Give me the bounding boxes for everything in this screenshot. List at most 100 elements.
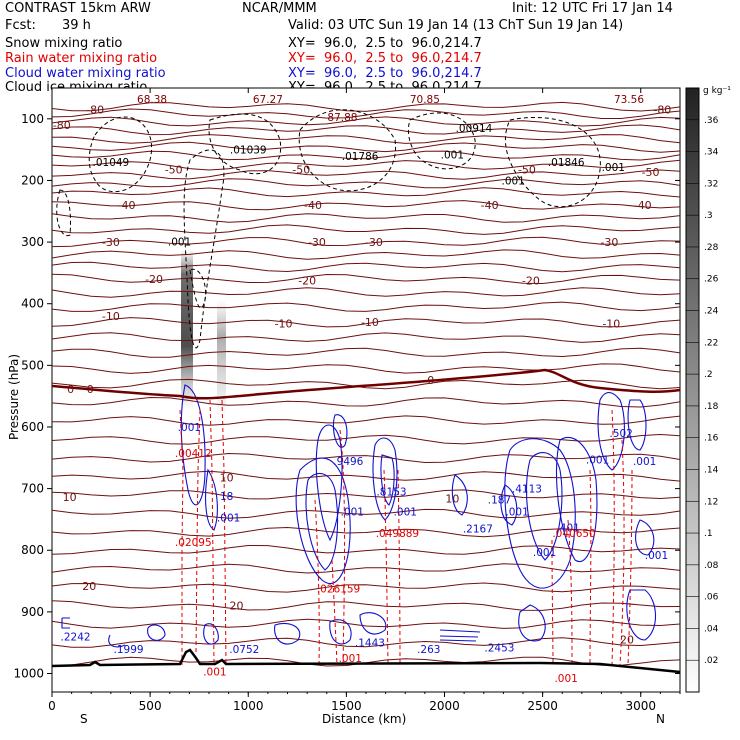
temperature-isotherm xyxy=(51,116,681,127)
cloud-water-contour xyxy=(597,391,625,471)
cloud-water-contour xyxy=(626,589,657,641)
contour-value-label: .401 xyxy=(556,522,579,534)
cloud-water-contour xyxy=(205,468,218,531)
cloud-ice-contour xyxy=(505,116,601,208)
temperature-isotherm xyxy=(51,169,681,180)
temperature-label: -30 xyxy=(600,236,618,249)
contour-value-label: .01846 xyxy=(548,157,585,169)
temperature-isotherm xyxy=(51,273,681,285)
cloud-water-contour xyxy=(295,457,351,585)
contour-value-label: .001 xyxy=(441,150,464,162)
rain-contour xyxy=(314,499,320,666)
temperature-isotherm xyxy=(51,582,681,593)
y-tick-label: 1000 xyxy=(13,667,44,681)
contour-value-label: .2167 xyxy=(463,524,493,536)
cloud-water-contour xyxy=(180,384,206,506)
temperature-isotherm xyxy=(51,563,681,574)
cloud-water-contour xyxy=(518,604,546,642)
snow-plume-secondary xyxy=(217,300,226,420)
cloud-water-contour xyxy=(274,622,301,645)
contour-value-label: .00412 xyxy=(175,448,212,460)
cloud-water-contour xyxy=(305,472,339,571)
temperature-isotherm xyxy=(51,378,681,390)
temperature-isotherm xyxy=(51,470,681,482)
rain-contour xyxy=(567,519,573,666)
contour-value-label: .040650 xyxy=(552,528,595,540)
temperature-isotherm xyxy=(51,332,681,343)
colorbar-tick-label: .18 xyxy=(704,402,719,412)
cloud-ice-contour xyxy=(298,109,397,192)
temperature-isotherm xyxy=(51,415,681,426)
colorbar-tick-label: .22 xyxy=(704,338,718,348)
temperature-label: -20 xyxy=(298,274,316,287)
temperature-label: -20 xyxy=(522,274,540,287)
cloud-ice-contour xyxy=(189,268,207,309)
contour-value-label: .502 xyxy=(609,428,632,440)
cloud-water-contour xyxy=(525,452,563,561)
colorbar-tick-label: .14 xyxy=(704,465,719,475)
cloud-ice-contours xyxy=(56,109,601,349)
colorbar-tick-label: .08 xyxy=(704,561,719,571)
temperature-isotherm xyxy=(51,124,681,136)
x-tick-label: 0 xyxy=(48,699,56,713)
contour-value-label: .001 xyxy=(586,455,609,467)
cloud-water-contour xyxy=(359,612,387,635)
rain-contour xyxy=(619,439,625,666)
temperature-isotherm xyxy=(51,159,681,171)
temperature-isotherm xyxy=(51,236,681,248)
cloud-water-contour xyxy=(61,617,70,629)
contour-value-label: .001 xyxy=(501,175,524,187)
colorbar-tick-label: .16 xyxy=(704,434,719,444)
rain-contour xyxy=(331,559,338,666)
temperature-isotherm xyxy=(51,363,681,374)
colorbar-tick-label: .32 xyxy=(704,179,718,189)
contour-value-label: .001 xyxy=(633,456,656,468)
y-tick-label: 900 xyxy=(21,605,44,619)
cloud-water-contour xyxy=(203,623,219,645)
colorbar-tick-label: .02 xyxy=(704,656,718,666)
cloud-water-contour xyxy=(451,474,468,516)
temperature-label: -10 xyxy=(602,317,620,330)
contour-value-label: .001 xyxy=(168,236,191,248)
contour-value-label: .2242 xyxy=(61,632,91,644)
x-tick-label: 500 xyxy=(139,699,162,713)
temperature-isotherm xyxy=(51,317,681,328)
legend-rain: Rain water mixing ratio xyxy=(5,51,158,66)
temperature-labels: -80 -80 -80 -50 -50 -50 -50 -40 -40 -40 -40 -30 -30 -… xyxy=(53,104,671,647)
cloud-water-contour xyxy=(380,454,395,506)
colorbar xyxy=(685,87,700,693)
contour-value-label: .4113 xyxy=(512,484,542,496)
contour-value-label: .001 xyxy=(505,506,528,518)
colorbar-tick-label: .04 xyxy=(704,624,719,634)
temperature-label: -80 xyxy=(53,119,71,132)
temperature-label: -30 xyxy=(102,236,120,249)
temperature-isotherm xyxy=(51,187,681,198)
temperature-isotherm xyxy=(51,396,681,408)
contour-value-label: 87.88 xyxy=(327,112,357,124)
contour-value-label: .001 xyxy=(554,673,577,685)
x-tick-label: 2000 xyxy=(429,699,460,713)
temperature-isotherm xyxy=(51,526,681,538)
temperature-label: -20 xyxy=(145,273,163,286)
temperature-label: 20 xyxy=(229,600,243,613)
y-tick-label: 300 xyxy=(21,235,44,249)
temperature-label: 10 xyxy=(63,491,77,504)
contour-value-label: 68.38 xyxy=(137,94,167,106)
temperature-label: -40 xyxy=(481,199,499,212)
contour-value-label: 18 xyxy=(220,491,233,503)
cloud-water-contour xyxy=(500,484,518,526)
temperature-label: -40 xyxy=(304,199,322,212)
contour-value-label: .263 xyxy=(417,644,440,656)
contour-value-label: .001 xyxy=(394,506,417,518)
contour-value-label: .001 xyxy=(533,547,556,559)
fcst-value: 39 h xyxy=(62,18,91,33)
temperature-label: -80 xyxy=(86,104,104,117)
contour-value-label: 70.85 xyxy=(410,94,440,106)
rain-contour xyxy=(551,539,554,666)
colorbar-tick-label: .28 xyxy=(704,243,719,253)
contour-value-label: .001 xyxy=(341,506,364,518)
rain-contour xyxy=(589,469,592,666)
contour-value-label: .1443 xyxy=(355,638,385,650)
temperature-isotherm xyxy=(51,301,681,312)
colorbar-tick-label: .06 xyxy=(704,593,719,603)
